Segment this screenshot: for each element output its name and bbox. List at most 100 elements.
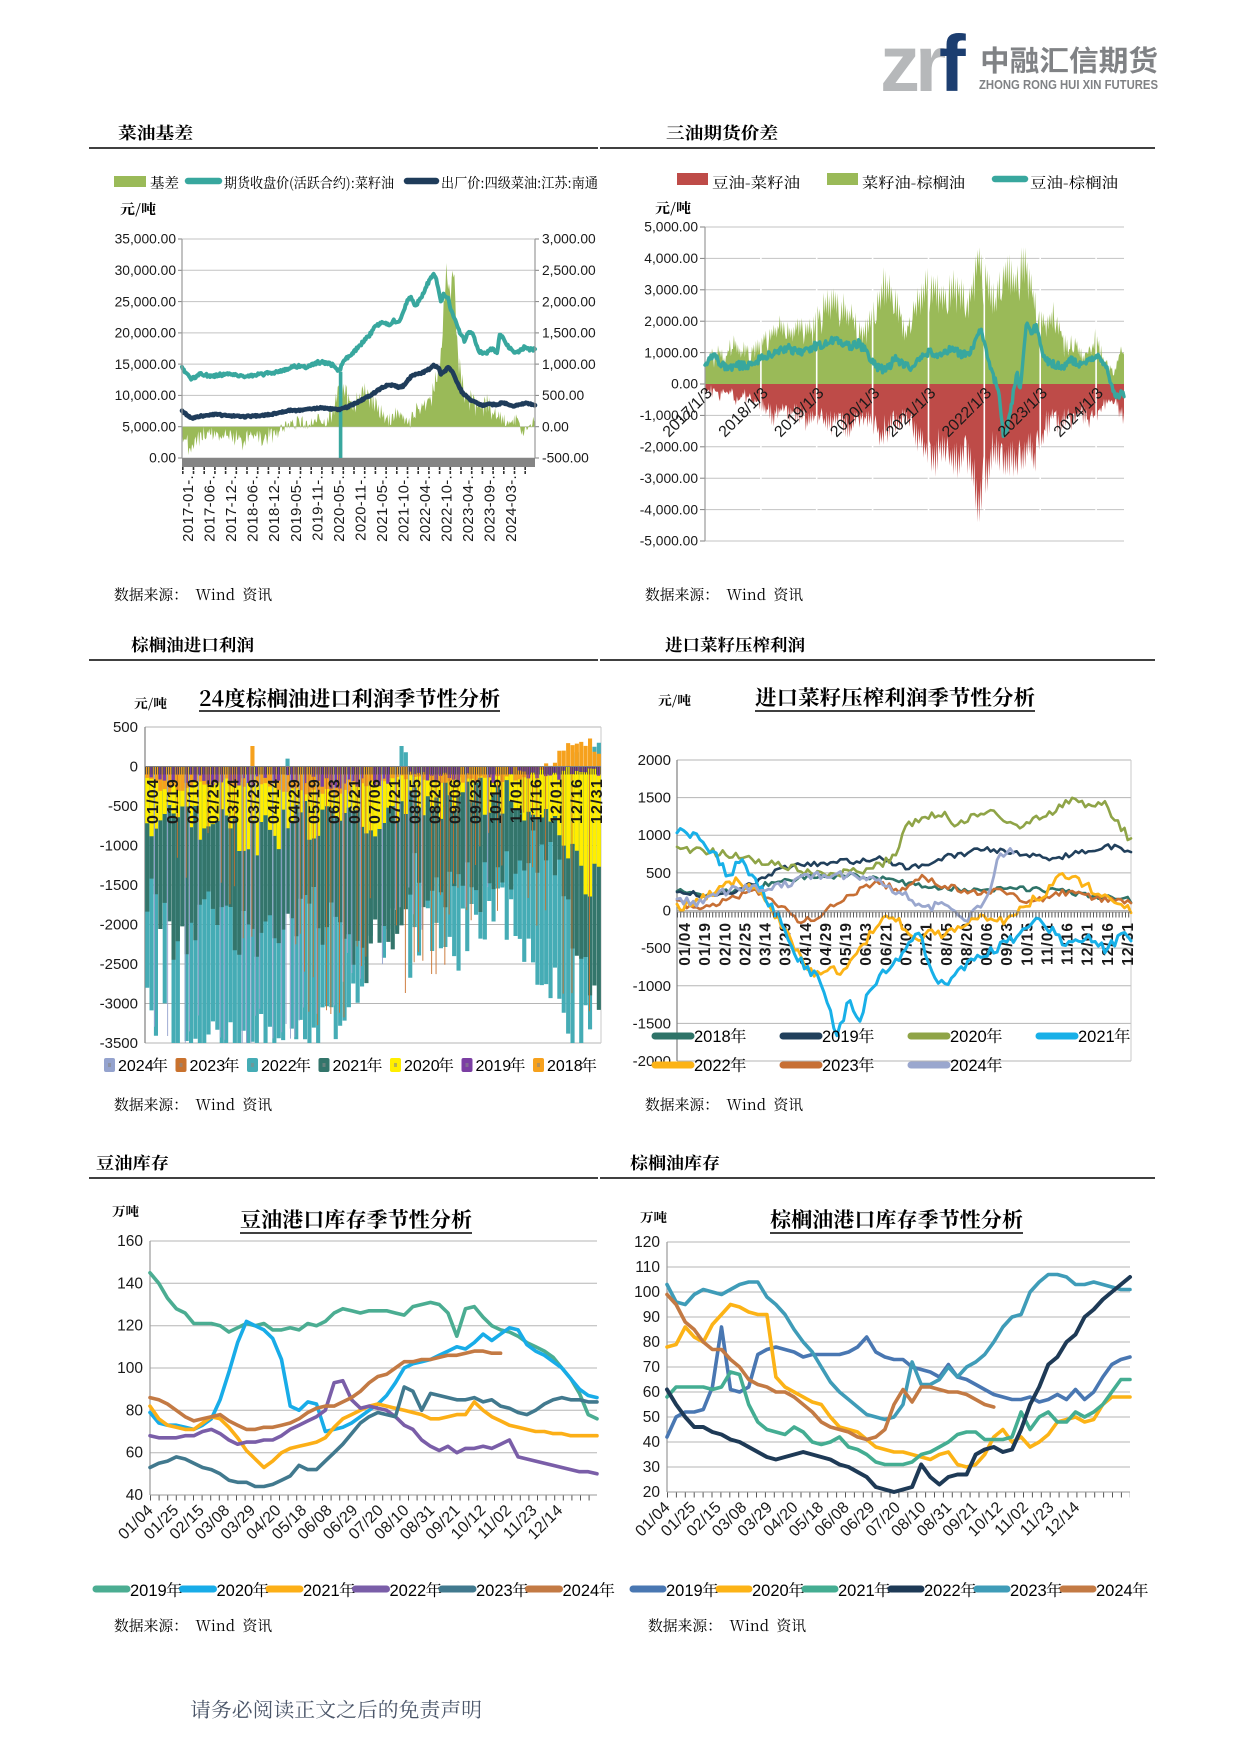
svg-text:-500.00: -500.00 — [542, 451, 589, 466]
svg-text:2017-06-.: 2017-06-. — [202, 475, 219, 542]
svg-text:1,000.00: 1,000.00 — [644, 345, 698, 360]
svg-text:20: 20 — [643, 1484, 661, 1501]
svg-text:50: 50 — [643, 1409, 661, 1426]
svg-text:11/01: 11/01 — [508, 778, 525, 823]
svg-text:120: 120 — [117, 1318, 143, 1335]
svg-text:06/03: 06/03 — [327, 778, 344, 824]
svg-text:70: 70 — [643, 1359, 661, 1376]
svg-text:2021-05-.: 2021-05-. — [374, 475, 391, 542]
svg-text:10/15: 10/15 — [1019, 922, 1036, 966]
svg-text:5,000.00: 5,000.00 — [122, 419, 176, 434]
svg-text:f: f — [939, 19, 966, 108]
svg-text:2,500.00: 2,500.00 — [542, 263, 596, 278]
svg-text:2021: 2021 — [1078, 1028, 1115, 1046]
svg-text:2018-12-.: 2018-12-. — [266, 475, 283, 542]
svg-text:11/16: 11/16 — [529, 778, 546, 823]
svg-text:03/14: 03/14 — [226, 778, 243, 824]
svg-text:30,000.00: 30,000.00 — [115, 263, 177, 278]
svg-text:5,000.00: 5,000.00 — [644, 220, 698, 235]
svg-text:-2500: -2500 — [100, 956, 138, 973]
svg-text:08/05: 08/05 — [407, 778, 424, 824]
svg-text:2020: 2020 — [752, 1582, 789, 1600]
svg-text:1000: 1000 — [638, 827, 671, 844]
svg-text:2,000.00: 2,000.00 — [542, 294, 596, 309]
svg-text:-5,000.00: -5,000.00 — [640, 534, 699, 549]
svg-text:05/19: 05/19 — [838, 922, 855, 966]
svg-text:2023-04-.: 2023-04-. — [460, 475, 477, 542]
svg-text:07/06: 07/06 — [367, 778, 384, 824]
svg-text:500.00: 500.00 — [542, 388, 585, 403]
svg-text:ZHONG RONG HUI XIN FUTURES: ZHONG RONG HUI XIN FUTURES — [979, 78, 1158, 92]
svg-text:3,000.00: 3,000.00 — [644, 283, 698, 298]
svg-text:06/21: 06/21 — [878, 922, 895, 966]
svg-text:2022: 2022 — [694, 1057, 731, 1075]
svg-text:-3,000.00: -3,000.00 — [640, 471, 699, 486]
svg-text:-2,000.00: -2,000.00 — [640, 440, 699, 455]
svg-text:110: 110 — [635, 1259, 660, 1276]
svg-text:80: 80 — [126, 1402, 144, 1419]
svg-text:2022-04-.: 2022-04-. — [417, 475, 434, 542]
svg-text:100: 100 — [117, 1360, 143, 1377]
svg-text:1500: 1500 — [638, 790, 671, 807]
svg-text:2023-09-.: 2023-09-. — [482, 475, 499, 542]
svg-text:10/15: 10/15 — [488, 778, 505, 824]
svg-text:2024: 2024 — [1096, 1582, 1133, 1600]
svg-text:2022: 2022 — [261, 1058, 297, 1075]
svg-text:160: 160 — [117, 1233, 143, 1250]
svg-text:2023: 2023 — [822, 1057, 859, 1075]
svg-text:35,000.00: 35,000.00 — [115, 232, 177, 247]
svg-text:500: 500 — [113, 719, 138, 736]
svg-text:2024: 2024 — [118, 1058, 154, 1075]
svg-text:90: 90 — [643, 1309, 661, 1326]
svg-text:12/01: 12/01 — [1080, 922, 1097, 966]
svg-text:08/20: 08/20 — [959, 922, 976, 966]
svg-text:0: 0 — [130, 759, 138, 776]
svg-text:20,000.00: 20,000.00 — [115, 326, 177, 341]
svg-text:2021: 2021 — [838, 1582, 875, 1600]
svg-text:2021: 2021 — [333, 1058, 369, 1075]
svg-text:12/31: 12/31 — [589, 778, 606, 824]
svg-text:02/10: 02/10 — [717, 922, 734, 966]
svg-text:40: 40 — [643, 1434, 661, 1451]
svg-text:-500: -500 — [641, 940, 671, 957]
svg-text:09/06: 09/06 — [448, 778, 465, 824]
svg-text:-1500: -1500 — [100, 877, 138, 894]
svg-text:03/29: 03/29 — [778, 922, 795, 966]
svg-text:12/01: 12/01 — [549, 778, 566, 824]
svg-text:500: 500 — [646, 865, 671, 882]
svg-text:2022-10-.: 2022-10-. — [439, 475, 456, 542]
svg-text:zr: zr — [880, 19, 945, 108]
svg-text:09/06: 09/06 — [979, 922, 996, 966]
svg-text:05/19: 05/19 — [307, 778, 324, 824]
svg-text:03/14: 03/14 — [758, 922, 775, 966]
svg-text:2024: 2024 — [563, 1582, 600, 1600]
svg-text:02/25: 02/25 — [737, 922, 754, 966]
svg-text:2017-12-.: 2017-12-. — [223, 475, 240, 542]
svg-text:2023: 2023 — [476, 1582, 513, 1600]
svg-text:2018: 2018 — [547, 1058, 583, 1075]
svg-text:2,000.00: 2,000.00 — [644, 314, 698, 329]
svg-text:2020-05-.: 2020-05-. — [331, 475, 348, 542]
svg-text:-1000: -1000 — [633, 978, 671, 995]
svg-text:3,000.00: 3,000.00 — [542, 232, 596, 247]
svg-text:25,000.00: 25,000.00 — [115, 294, 177, 309]
svg-text:12/16: 12/16 — [569, 778, 586, 824]
svg-text:2021: 2021 — [303, 1582, 340, 1600]
svg-text:2020: 2020 — [950, 1028, 987, 1046]
svg-text:2023: 2023 — [190, 1058, 226, 1075]
svg-text:2022: 2022 — [924, 1582, 961, 1600]
svg-text:02/10: 02/10 — [185, 778, 202, 824]
svg-text:2021-10-.: 2021-10-. — [396, 475, 413, 542]
svg-text:12/31: 12/31 — [1120, 922, 1137, 966]
svg-text:2023: 2023 — [1010, 1582, 1047, 1600]
svg-text:06/21: 06/21 — [347, 778, 364, 824]
svg-text:04/14: 04/14 — [798, 922, 815, 966]
svg-text:4,000.00: 4,000.00 — [644, 251, 698, 266]
svg-text:07/21: 07/21 — [919, 922, 936, 966]
svg-text:2000: 2000 — [638, 752, 671, 769]
svg-text:60: 60 — [126, 1445, 144, 1462]
svg-text:04/14: 04/14 — [266, 778, 283, 824]
svg-text:08/20: 08/20 — [428, 778, 445, 824]
svg-text:1,500.00: 1,500.00 — [542, 326, 596, 341]
svg-text:-3500: -3500 — [100, 1035, 138, 1052]
